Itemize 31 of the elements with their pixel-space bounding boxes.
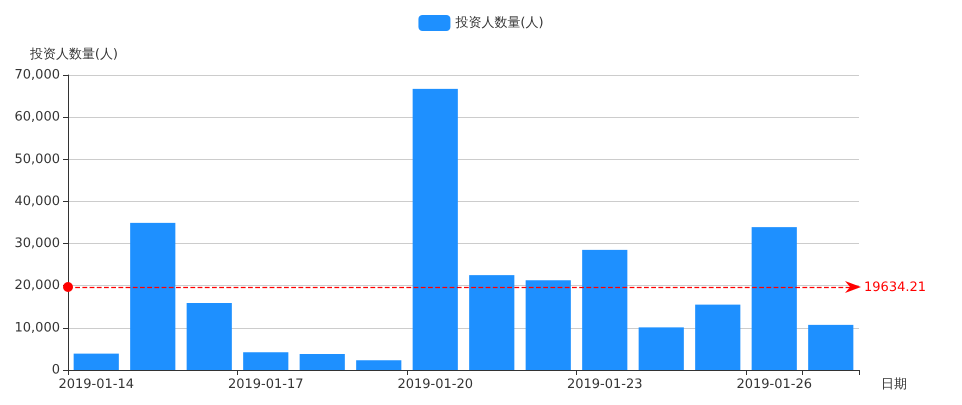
y-tick-label: 70,000	[14, 68, 60, 82]
bar	[300, 354, 345, 370]
x-tick-label: 2019-01-26	[736, 377, 812, 392]
bar	[186, 302, 232, 370]
bar	[74, 354, 119, 370]
bar	[638, 327, 684, 370]
y-axis-title: 投资人数量(人)	[28, 47, 118, 62]
y-tick-label: 60,000	[14, 110, 60, 125]
y-tick-label: 20,000	[14, 278, 60, 294]
bar	[695, 304, 740, 370]
bar	[412, 88, 458, 370]
ref-line-label: 19634.21	[864, 280, 926, 295]
bar	[469, 275, 514, 370]
x-tick-label: 2019-01-17	[228, 377, 304, 392]
legend-label: 投资人数量(人)	[454, 16, 544, 30]
y-tick-label: 30,000	[14, 236, 60, 252]
x-tick-label: 2019-01-20	[397, 377, 474, 392]
y-tick-label: 50,000	[14, 152, 60, 167]
y-tick-label: 10,000	[14, 320, 60, 336]
x-tick-label: 2019-01-23	[566, 377, 643, 392]
bar	[582, 250, 628, 370]
bar	[356, 360, 402, 370]
bar	[752, 227, 797, 370]
x-axis-title: 日期	[881, 377, 907, 392]
bar	[526, 280, 571, 370]
bar	[243, 352, 288, 370]
bar	[808, 324, 854, 370]
bar	[130, 222, 176, 370]
y-tick-label: 40,000	[14, 194, 60, 209]
x-tick-label: 2019-01-14	[58, 377, 134, 392]
y-tick-label: 0	[52, 362, 60, 378]
